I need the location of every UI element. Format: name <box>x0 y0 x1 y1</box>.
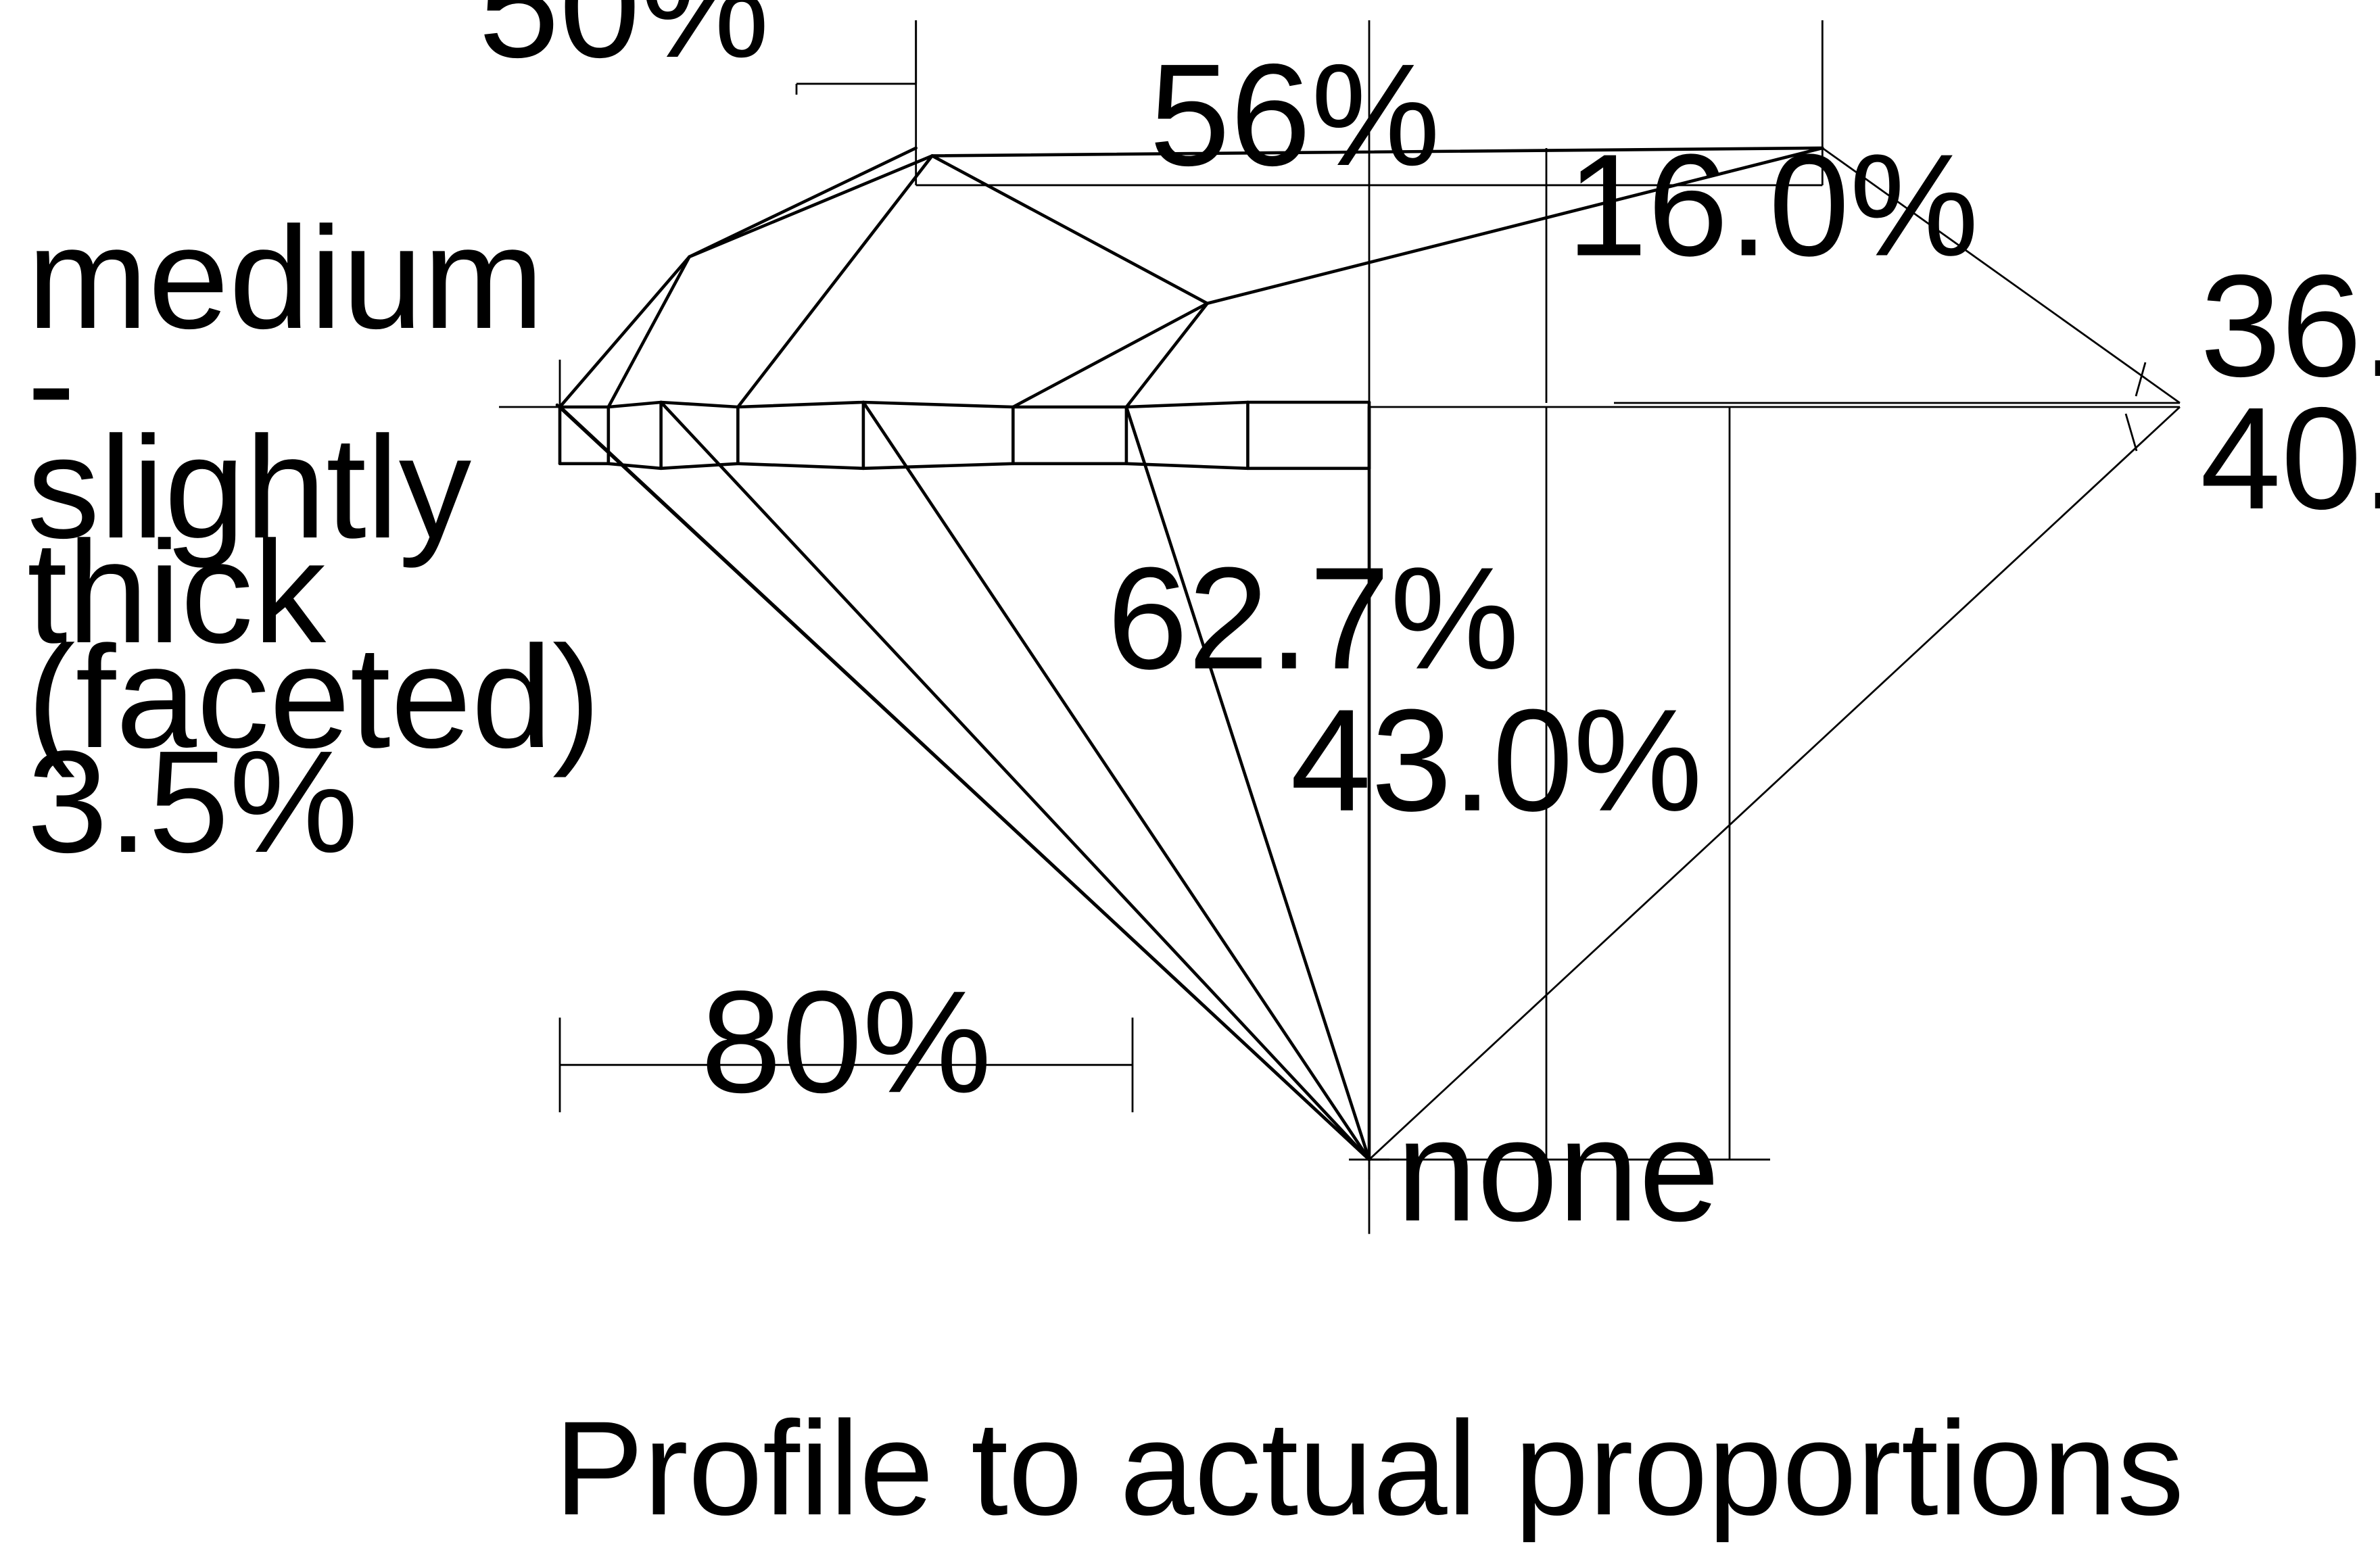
svg-text:16.0%: 16.0% <box>1567 124 1979 287</box>
svg-text:medium: medium <box>27 196 544 359</box>
svg-text:50%: 50% <box>479 0 769 88</box>
svg-text:62.7%: 62.7% <box>1107 537 1519 700</box>
svg-text:40.8°: 40.8° <box>2200 377 2380 539</box>
svg-text:43.0%: 43.0% <box>1290 679 1703 842</box>
svg-text:Profile to actual proportions: Profile to actual proportions <box>554 1393 2184 1543</box>
svg-text:none: none <box>1396 1088 1719 1251</box>
svg-text:80%: 80% <box>700 960 991 1123</box>
svg-text:3.5%: 3.5% <box>27 720 358 883</box>
svg-text:56%: 56% <box>1149 33 1440 196</box>
